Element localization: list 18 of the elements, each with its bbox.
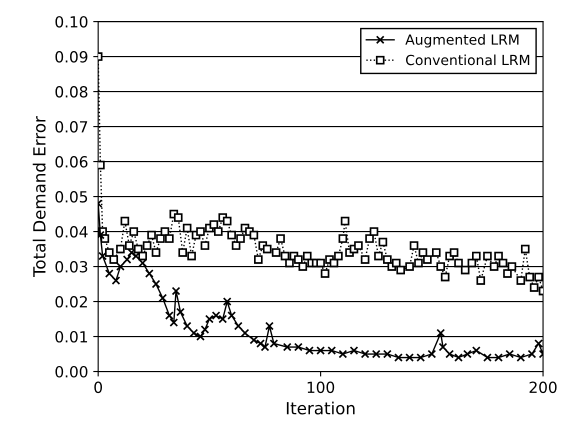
y-tick-label: 0.02 (55, 296, 87, 308)
y-tick-label: 0.08 (55, 86, 88, 98)
y-tick-label: 0.09 (55, 51, 88, 63)
y-tick-label: 0.01 (55, 330, 88, 343)
y-tick-label: 0.10 (55, 16, 88, 28)
y-tick-label: 0.07 (55, 121, 88, 133)
x-axis-title: Iteration (286, 402, 355, 414)
y-tick-label: 0.04 (55, 226, 88, 238)
y-tick-label: 0.00 (55, 366, 88, 378)
legend-label: Conventional LRM (406, 54, 530, 66)
y-axis-title: Total Demand Error (32, 116, 46, 278)
legend-label: Augmented LRM (405, 34, 518, 48)
x-tick-label: 0 (94, 382, 102, 394)
y-tick-label: 0.06 (55, 156, 88, 168)
y-tick-label: 0.03 (55, 261, 88, 273)
x-tick-label: 200 (530, 382, 557, 394)
x-tick-label: 100 (308, 382, 334, 394)
y-tick-label: 0.05 (55, 191, 88, 203)
